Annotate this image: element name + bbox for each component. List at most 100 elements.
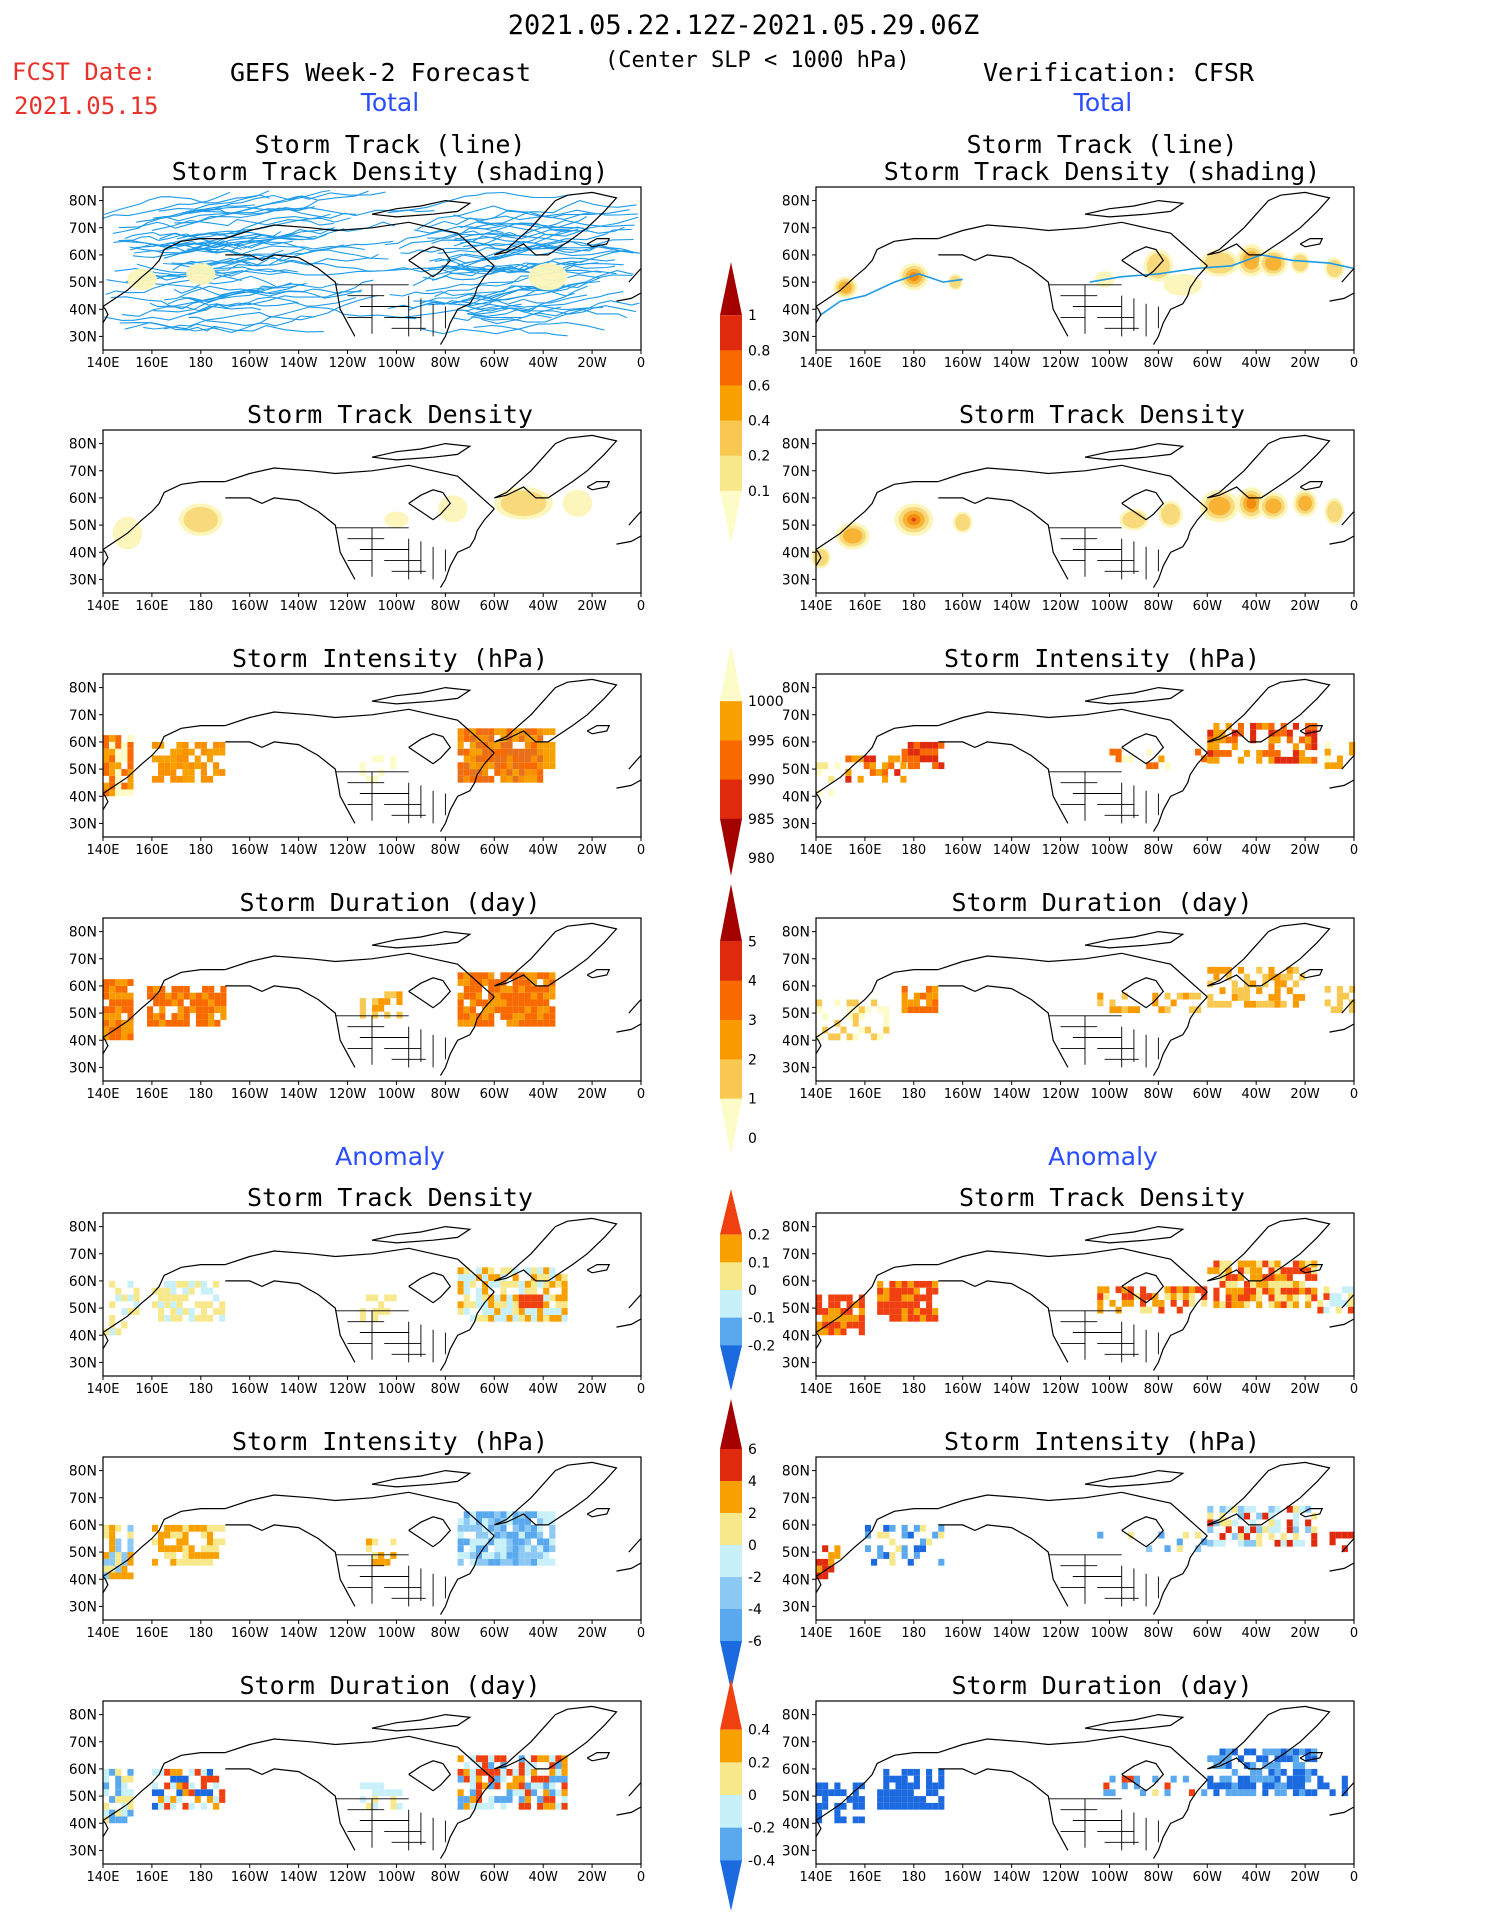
lon-tick-label: 180: [901, 599, 926, 614]
colorbar-label: 985: [748, 812, 775, 828]
state-borders: [1048, 527, 1159, 580]
colorbar-segment: [720, 350, 742, 386]
lat-tick-label: 40N: [783, 1816, 810, 1832]
colorbar-label: 0.4: [748, 1723, 770, 1739]
lon-tick-label: 160W: [944, 599, 982, 614]
lon-tick-label: 20W: [1290, 1870, 1320, 1885]
colorbar-segment: [720, 701, 742, 741]
storm-tracks: [820, 254, 1355, 316]
lon-tick-label: 40W: [1241, 1382, 1271, 1397]
lon-tick-label: 180: [188, 356, 213, 371]
lat-tick-label: 50N: [783, 275, 810, 291]
lon-tick-label: 140W: [993, 599, 1031, 614]
lat-tick-label: 60N: [783, 735, 810, 751]
lon-tick-label: 160W: [944, 843, 982, 858]
lon-tick-label: 160E: [848, 599, 881, 614]
lat-tick-label: 60N: [783, 979, 810, 995]
lat-tick-label: 30N: [783, 572, 810, 588]
lat-tick-label: 70N: [783, 464, 810, 480]
lon-tick-label: 0: [637, 1087, 645, 1102]
lon-tick-label: 140W: [280, 1087, 318, 1102]
lon-tick-label: 40W: [1241, 356, 1271, 371]
panel-title-anom-density-right: Storm Track Density: [959, 1183, 1245, 1212]
map-frame: [102, 186, 642, 351]
lon-tick-label: 80W: [431, 843, 461, 858]
colorbar-segment: [720, 1098, 742, 1156]
fcst-date-value: 2021.05.15: [14, 92, 159, 120]
lat-tick-label: 60N: [70, 1762, 97, 1778]
lon-tick-label: 0: [637, 1870, 645, 1885]
lon-tick-label: 180: [901, 1382, 926, 1397]
lon-tick-label: 120W: [329, 843, 367, 858]
coastline: [102, 678, 642, 832]
lon-tick-label: 20W: [577, 843, 607, 858]
lat-tick-label: 40N: [70, 1328, 97, 1344]
lon-tick-label: 60W: [480, 1626, 510, 1641]
colorbar-segment: [720, 455, 742, 492]
panel-title-anom-density-left: Storm Track Density: [247, 1183, 533, 1212]
lon-tick-label: 60W: [1193, 1870, 1223, 1885]
map-density-left: 80N 70N 60N 50N 40N 30N 140E 160E 180 160W 140W 120…: [70, 429, 645, 614]
lat-tick-label: 70N: [70, 464, 97, 480]
lon-tick-label: 60W: [1193, 1382, 1223, 1397]
lat-tick-label: 30N: [70, 816, 97, 832]
lat-tick-label: 40N: [70, 302, 97, 318]
map-frame: [815, 1212, 1355, 1377]
lat-tick-label: 60N: [783, 1274, 810, 1290]
lon-tick-label: 140W: [993, 1087, 1031, 1102]
map-track-line-left: 80N 70N 60N 50N 40N 30N 140E 160E 180 160W 140W 120…: [70, 186, 645, 371]
lat-tick-label: 70N: [70, 708, 97, 724]
lon-tick-label: 160E: [135, 599, 168, 614]
colorbar-label: 0: [748, 1131, 757, 1147]
duration-cells: [816, 966, 1356, 1041]
lat-tick-label: 80N: [70, 925, 97, 941]
colorbar-segment: [720, 980, 742, 1021]
lon-tick-label: 140E: [799, 1870, 832, 1885]
map-intensity-right: 80N 70N 60N 50N 40N 30N 140E 160E 180 160W 140W 120…: [783, 673, 1358, 858]
lon-tick-label: 180: [188, 599, 213, 614]
colorbar-label: 0.2: [748, 1755, 770, 1771]
lon-tick-label: 0: [1350, 843, 1358, 858]
lat-tick-label: 40N: [783, 1328, 810, 1344]
lat-tick-label: 50N: [70, 1006, 97, 1022]
state-borders: [1048, 1798, 1159, 1851]
colorbar-segment: [720, 1449, 742, 1482]
colorbar-label: 5: [748, 934, 757, 950]
lon-tick-label: 160E: [848, 1087, 881, 1102]
map-anom-density-left: 80N 70N 60N 50N 40N 30N 140E 160E 180 160W 140W 120…: [70, 1212, 645, 1397]
lon-tick-label: 140W: [993, 356, 1031, 371]
colorbar-segment: [720, 740, 742, 781]
lat-tick-label: 40N: [70, 1816, 97, 1832]
colorbar-label: 0.4: [748, 414, 770, 430]
panel-title-track-density-shading-left: Storm Track Density (shading): [171, 157, 609, 186]
lon-tick-label: 160W: [231, 843, 269, 858]
colorbar-segment: [720, 1189, 742, 1235]
section-total-left: Total: [360, 88, 420, 117]
lon-tick-label: 180: [188, 1626, 213, 1641]
colorbar-label: 2: [748, 1052, 757, 1068]
coastline: [815, 1217, 1355, 1371]
state-borders: [1048, 771, 1159, 824]
lat-tick-label: 60N: [70, 979, 97, 995]
colorbar-label: 2: [748, 1506, 757, 1522]
lat-tick-label: 60N: [70, 735, 97, 751]
lat-tick-label: 50N: [70, 1301, 97, 1317]
lon-tick-label: 140E: [799, 843, 832, 858]
lon-tick-label: 0: [637, 599, 645, 614]
colorbar-segment: [720, 1234, 742, 1263]
map-duration-left: 80N 70N 60N 50N 40N 30N 140E 160E 180 160W 140W 120…: [70, 917, 645, 1102]
lat-tick-label: 70N: [70, 1247, 97, 1263]
lat-tick-label: 60N: [783, 1762, 810, 1778]
lat-tick-label: 50N: [70, 1789, 97, 1805]
panel-title-track-line-right: Storm Track (line): [966, 130, 1238, 159]
lon-tick-label: 20W: [1290, 1382, 1320, 1397]
lon-tick-label: 100W: [1091, 1087, 1129, 1102]
map-density-right: 80N 70N 60N 50N 40N 30N 140E 160E 180 160W 140W 120…: [783, 429, 1358, 614]
lat-tick-label: 40N: [783, 545, 810, 561]
colorbar-segment: [720, 1059, 742, 1100]
map-anom-duration-left: 80N 70N 60N 50N 40N 30N 140E 160E 180 160W 140W 120…: [70, 1700, 645, 1885]
colorbar-label: -0.1: [748, 1311, 775, 1327]
lon-tick-label: 140E: [86, 1626, 119, 1641]
panel-title-anom-duration-right: Storm Duration (day): [951, 1671, 1253, 1700]
lat-tick-label: 70N: [70, 221, 97, 237]
